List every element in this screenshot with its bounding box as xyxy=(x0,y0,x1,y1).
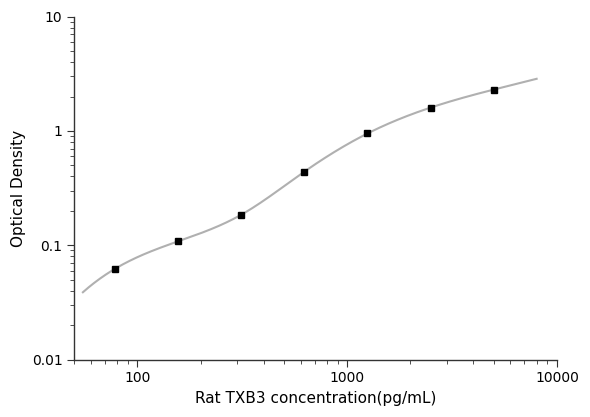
X-axis label: Rat TXB3 concentration(pg/mL): Rat TXB3 concentration(pg/mL) xyxy=(195,391,436,406)
Y-axis label: Optical Density: Optical Density xyxy=(11,130,26,246)
